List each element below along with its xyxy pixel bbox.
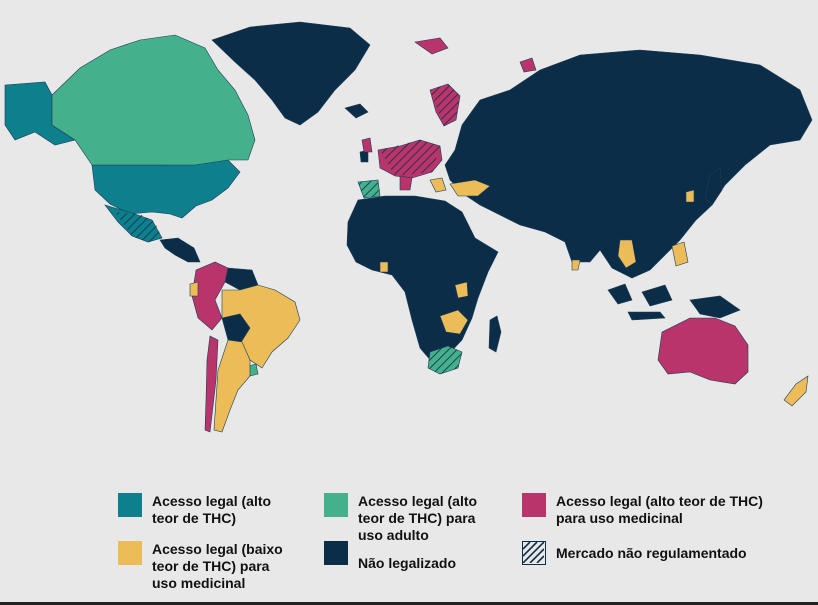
region-indonesia-3 [627, 311, 666, 321]
region-brazil [221, 284, 301, 369]
region-africa [346, 195, 499, 363]
region-turkey [449, 179, 491, 197]
legend-label-medical-low: Acesso legal (baixo teor de THC) para us… [152, 541, 283, 591]
region-sri-lanka [571, 259, 581, 271]
region-philippines [671, 241, 689, 267]
swatch-adult-use [324, 493, 348, 517]
region-canada [51, 34, 256, 166]
region-alaska [4, 81, 76, 146]
hatch-central-europe [380, 140, 440, 176]
bottom-border [0, 602, 818, 605]
region-greenland [211, 21, 371, 126]
legend-adult-use: Acesso legal (alto teor de THC) para uso… [324, 493, 477, 544]
region-zambia [439, 309, 469, 335]
region-lesotho [454, 281, 469, 299]
legend-not-legal: Não legalizado [324, 541, 456, 572]
hatch-scandinavia [430, 84, 460, 126]
region-colombia-peru [191, 261, 229, 331]
legend-label-adult-use: Acesso legal (alto teor de THC) para uso… [358, 493, 478, 543]
region-afghanistan [519, 57, 537, 73]
unregulated-hatch-regions [115, 84, 462, 374]
swatch-unregulated-hatch-icon [522, 541, 546, 565]
hatch-mexico [115, 212, 162, 242]
region-greece [429, 177, 447, 193]
region-iceland [344, 103, 369, 119]
legend-medical-high: Acesso legal (alto teor de THC) para uso… [522, 493, 763, 527]
legend-label-not-legal: Não legalizado [358, 555, 457, 571]
region-ghana [379, 261, 389, 273]
legend-label-unregulated: Mercado não regulamentado [556, 545, 747, 561]
hatch-icon [522, 541, 545, 564]
medical-low-regions [189, 177, 809, 433]
legend-label-medical-high: Acesso legal (alto teor de THC) para uso… [556, 493, 763, 526]
region-usa [91, 159, 241, 219]
legend-medical-low: Acesso legal (baixo teor de THC) para us… [118, 541, 283, 592]
region-thailand [617, 239, 637, 269]
swatch-not-legal [324, 541, 348, 565]
region-svalbard [414, 37, 449, 55]
region-indonesia-1 [607, 283, 633, 305]
legend-full-access: Acesso legal (alto teor de THC) [118, 493, 271, 527]
region-new-guinea [689, 295, 741, 319]
region-japan [704, 167, 723, 206]
swatch-medical-high [522, 493, 546, 517]
region-ecuador [189, 281, 199, 297]
swatch-medical-low [118, 541, 142, 565]
region-indonesia-2 [641, 284, 673, 307]
hatch-spain [358, 180, 380, 198]
region-new-zealand [783, 375, 809, 407]
region-australia [657, 317, 749, 385]
region-chile [204, 335, 219, 433]
legend-label-full-access: Acesso legal (alto teor de THC) [152, 493, 272, 526]
region-argentina [213, 339, 251, 433]
swatch-full-access [118, 493, 142, 517]
hatch-south-africa [428, 346, 462, 374]
region-eurasia [444, 49, 813, 279]
region-south-korea [685, 189, 695, 203]
region-central-america [159, 237, 201, 263]
region-ukraine-area [361, 137, 373, 153]
region-madagascar [488, 315, 502, 353]
world-map [4, 21, 813, 433]
region-iberia-north [399, 175, 413, 191]
legend-unregulated: Mercado não regulamentado [522, 541, 747, 565]
